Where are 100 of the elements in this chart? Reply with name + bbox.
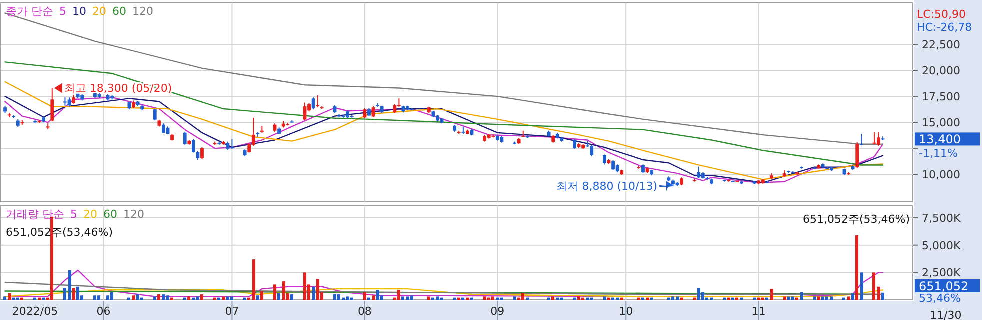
y-tick-label: 7,500K: [922, 212, 962, 226]
bar: [484, 296, 486, 300]
bar: [788, 296, 790, 300]
text: -1,11%: [919, 147, 958, 160]
bar: [110, 292, 114, 300]
bar: [522, 293, 524, 300]
y-tick-label: 22,500: [922, 38, 960, 52]
bar: [792, 296, 794, 300]
text: 10: [72, 5, 86, 18]
bar: [848, 296, 850, 300]
bar: [800, 292, 804, 300]
bar: [814, 296, 816, 300]
bar: [346, 296, 350, 300]
text: 120: [132, 5, 154, 18]
bar: [402, 296, 404, 300]
bar: [252, 260, 256, 300]
bar: [188, 296, 190, 300]
y-tick-label: 15,000: [922, 116, 960, 130]
text: LC:50,90: [917, 8, 966, 21]
text: 13,400: [919, 132, 961, 147]
bar: [260, 291, 264, 300]
bar: [316, 279, 320, 300]
bar: [830, 296, 834, 300]
bar: [162, 294, 166, 300]
y-tick-label: 20,000: [922, 64, 960, 78]
x-tick-label: 2022/05: [12, 305, 58, 318]
x-tick-label: 11: [752, 305, 766, 318]
text: 20: [92, 5, 106, 18]
legend-title: 종가 단순: [6, 5, 54, 18]
bar: [106, 296, 110, 300]
bar: [492, 296, 494, 300]
bar: [398, 290, 400, 300]
bar: [852, 293, 854, 300]
bar: [64, 288, 66, 300]
bar: [436, 296, 440, 300]
bar: [676, 296, 680, 300]
bar: [274, 284, 276, 300]
text: 53,46%: [919, 292, 961, 305]
bar: [226, 296, 230, 300]
bar: [334, 294, 336, 300]
bar: [256, 296, 260, 300]
bar: [132, 296, 136, 300]
text: 5: [60, 5, 66, 18]
bar: [702, 292, 704, 300]
bar: [578, 296, 580, 300]
line-series: [4, 62, 884, 166]
bar: [4, 296, 6, 300]
x-tick-label: 06: [96, 305, 111, 318]
bar: [882, 292, 884, 300]
bar: [406, 296, 410, 300]
bar: [822, 296, 824, 300]
bar: [76, 286, 80, 300]
y-tick-label: 17,500: [922, 90, 960, 104]
bar: [158, 294, 160, 300]
bar: [290, 294, 294, 300]
text: 60: [112, 5, 126, 18]
text: 20: [84, 208, 98, 221]
bar: [136, 294, 140, 300]
bar: [304, 272, 306, 300]
bar: [552, 296, 554, 300]
bar: [698, 288, 700, 300]
bar: [200, 294, 204, 300]
bar: [604, 296, 606, 300]
annotation: 651,052주(53,46%): [802, 213, 910, 226]
line-series: [4, 288, 884, 298]
bar: [672, 296, 674, 300]
bar: [826, 296, 828, 300]
text: 60: [104, 208, 118, 221]
bar: [364, 292, 366, 300]
bar: [94, 296, 96, 300]
bar: [856, 236, 858, 300]
bar: [282, 281, 286, 300]
bar: [338, 294, 340, 300]
bar: [878, 286, 880, 300]
y-tick-label: 2,500K: [922, 266, 962, 280]
text: HC:-26,78: [917, 21, 972, 34]
bar: [376, 290, 380, 300]
x-tick-label: 10: [619, 305, 634, 318]
line-series: [4, 282, 884, 296]
y-tick-label: 10,000: [922, 168, 960, 182]
bar: [166, 296, 170, 300]
legend-title: 거래량 단순: [6, 208, 64, 221]
bar: [222, 296, 226, 300]
bar: [98, 296, 100, 300]
x-tick-label: 07: [225, 305, 240, 318]
bar: [278, 293, 280, 300]
bar: [230, 296, 234, 300]
bar: [410, 296, 414, 300]
text: 120: [124, 208, 144, 221]
text: 11/30: [930, 309, 962, 320]
text: 5: [70, 208, 78, 221]
text: 651,052: [919, 280, 969, 294]
bar: [514, 296, 516, 300]
y-tick-label: 5,000K: [922, 239, 962, 252]
bar: [818, 296, 820, 300]
bar: [154, 296, 156, 300]
x-tick-label: 09: [490, 305, 505, 318]
bar: [312, 286, 316, 300]
bar: [784, 296, 786, 300]
bar: [770, 289, 774, 300]
